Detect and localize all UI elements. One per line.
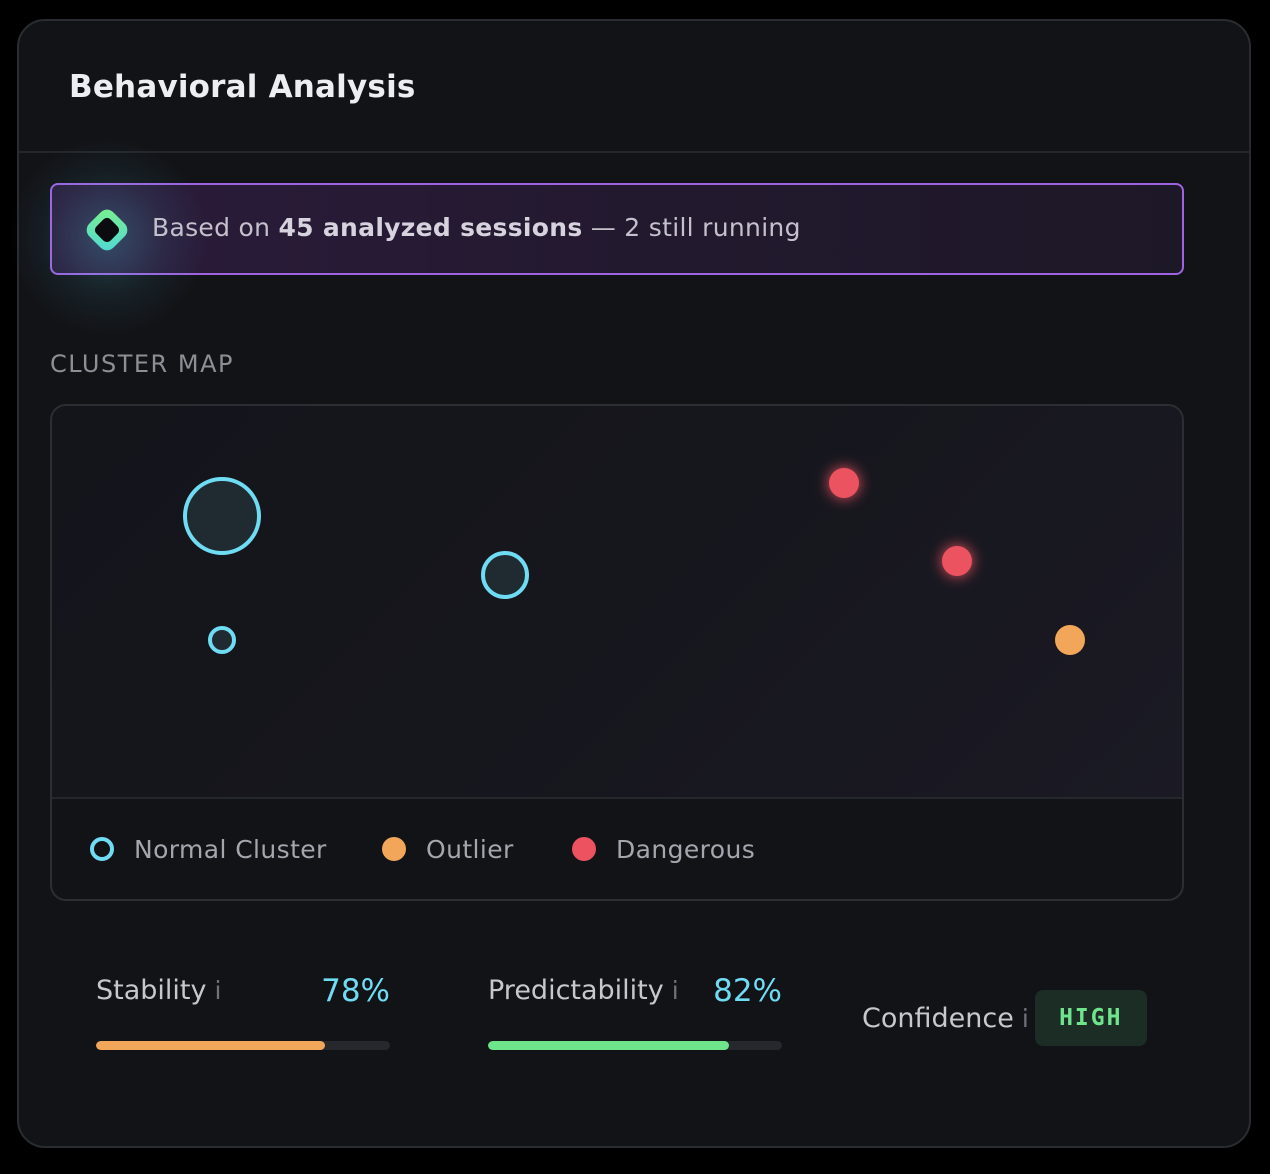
stability-info-icon[interactable]: i [214, 976, 222, 1005]
cluster-map-plot [52, 406, 1182, 799]
normal-cluster-point[interactable] [481, 551, 529, 599]
cluster-map: Normal Cluster Outlier Dangerous [50, 404, 1184, 901]
card-header: Behavioral Analysis [19, 21, 1249, 153]
predictability-info-icon[interactable]: i [671, 976, 679, 1005]
normal-cluster-ring-icon [90, 837, 114, 861]
predictability-bar-fill [488, 1041, 730, 1050]
cluster-legend: Normal Cluster Outlier Dangerous [52, 799, 1182, 899]
stability-bar-fill [96, 1041, 326, 1050]
confidence-metric: Confidence i HIGH [862, 990, 1147, 1046]
banner-text-prefix: Based on [152, 213, 271, 242]
predictability-value: 82% [713, 973, 782, 1009]
cluster-map-svg [183, 468, 1085, 655]
outlier-cluster-point[interactable] [1055, 625, 1085, 655]
predictability-label: Predictability i [488, 975, 679, 1006]
stability-label: Stability i [96, 975, 221, 1006]
banner-text-suffix: — 2 still running [590, 213, 801, 242]
legend-outlier: Outlier [382, 833, 514, 865]
dangerous-cluster-point[interactable] [942, 546, 972, 576]
stability-label-text: Stability [96, 975, 207, 1006]
sessions-diamond-icon [86, 209, 128, 251]
stability-bar [96, 1041, 390, 1050]
cluster-map-label: CLUSTER MAP [50, 350, 234, 378]
normal-cluster-point[interactable] [183, 477, 261, 555]
outlier-dot-icon [382, 837, 406, 861]
confidence-info-icon[interactable]: i [1021, 1003, 1029, 1033]
confidence-label-text: Confidence [862, 1002, 1014, 1034]
sessions-banner: Based on 45 analyzed sessions — 2 still … [8, 137, 1184, 337]
stability-value: 78% [321, 973, 390, 1009]
legend-dangerous: Dangerous [572, 833, 755, 865]
legend-label: Normal Cluster [134, 834, 327, 864]
legend-label: Dangerous [616, 834, 756, 864]
confidence-label: Confidence i [862, 1003, 1029, 1034]
legend-label: Outlier [426, 834, 514, 864]
card-title: Behavioral Analysis [69, 69, 416, 105]
predictability-label-text: Predictability [488, 975, 664, 1006]
dangerous-dot-icon [572, 837, 596, 861]
predictability-bar [488, 1041, 782, 1050]
confidence-badge: HIGH [1034, 990, 1147, 1046]
banner-text-bold: 45 analyzed sessions [278, 213, 583, 242]
dangerous-cluster-point[interactable] [829, 468, 859, 498]
normal-cluster-point[interactable] [208, 626, 236, 654]
banner-text: Based on 45 analyzed sessions — 2 still … [152, 213, 801, 242]
legend-normal-cluster: Normal Cluster [90, 833, 327, 865]
